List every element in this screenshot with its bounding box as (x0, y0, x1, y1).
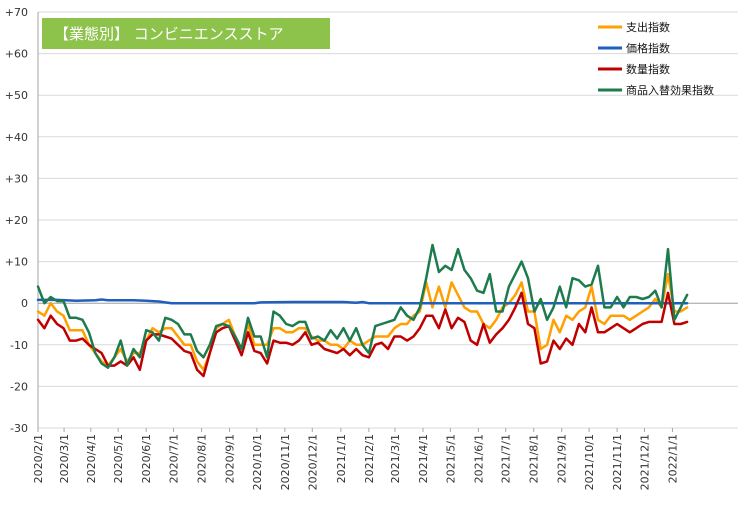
y-tick-label: +60 (5, 48, 28, 61)
x-tick-label: 2021/5/1 (444, 434, 457, 483)
x-tick-label: 2021/6/1 (472, 434, 485, 483)
y-tick-label: +30 (5, 172, 28, 185)
y-axis-ticks: +70 +60 +50 +40 +30 +20 +10 0 -10 -20 -30 (5, 6, 28, 435)
legend-label: 価格指数 (626, 41, 670, 55)
x-tick-label: 2020/5/1 (112, 434, 125, 483)
y-tick-label: 0 (21, 297, 28, 310)
y-tick-label: -30 (10, 422, 28, 435)
x-tick-label: 2021/3/1 (389, 434, 402, 483)
series-line-4 (36, 243, 689, 369)
x-tick-label: 2020/8/1 (196, 434, 209, 483)
y-tick-label: +40 (5, 131, 28, 144)
y-tick-label: +50 (5, 89, 28, 102)
y-tick-label: -10 (10, 339, 28, 352)
y-tick-label: +10 (5, 256, 28, 269)
x-tick-label: 2021/11/1 (611, 434, 624, 490)
x-tick-label: 2020/11/1 (279, 434, 292, 490)
chart-title-background (42, 18, 330, 49)
x-tick-label: 2021/2/1 (363, 434, 376, 483)
legend-label: 商品入替効果指数 (626, 83, 714, 97)
x-tick-label: 2020/10/1 (251, 434, 264, 490)
x-tick-label: 2020/4/1 (85, 434, 98, 483)
x-tick-label: 2021/4/1 (417, 434, 430, 483)
x-tick-label: 2020/12/1 (306, 434, 319, 490)
x-tick-label: 2020/7/1 (168, 434, 181, 483)
chart-title-text: 【業態別】 コンビニエンスストア (54, 25, 283, 43)
plot-area (36, 243, 689, 378)
x-tick-label: 2021/8/1 (528, 434, 541, 483)
x-tick-label: 2021/12/1 (638, 434, 651, 490)
y-tick-label: -20 (10, 380, 28, 393)
x-tick-label: 2022/1/1 (666, 434, 679, 483)
x-tick-label: 2021/1/1 (335, 434, 348, 483)
x-tick-label: 2020/9/1 (224, 434, 237, 483)
x-tick-label: 2020/6/1 (140, 434, 153, 483)
chart-title: 【業態別】 コンビニエンスストア (42, 18, 330, 49)
x-tick-label: 2021/10/1 (583, 434, 596, 490)
x-tick-label: 2021/9/1 (556, 434, 569, 483)
legend-label: 数量指数 (626, 62, 670, 76)
x-tick-label: 2020/3/1 (58, 434, 71, 483)
series-line-2 (36, 298, 689, 305)
legend-label: 支出指数 (626, 20, 670, 34)
x-tick-label: 2021/7/1 (500, 434, 513, 483)
y-tick-label: +70 (5, 6, 28, 19)
x-tick-label: 2020/2/1 (32, 434, 45, 483)
series-line-3 (36, 291, 689, 378)
y-tick-label: +20 (5, 214, 28, 227)
x-axis-ticks: 2020/2/1 2020/3/1 2020/4/1 2020/5/1 2020/6/1… (32, 428, 679, 490)
